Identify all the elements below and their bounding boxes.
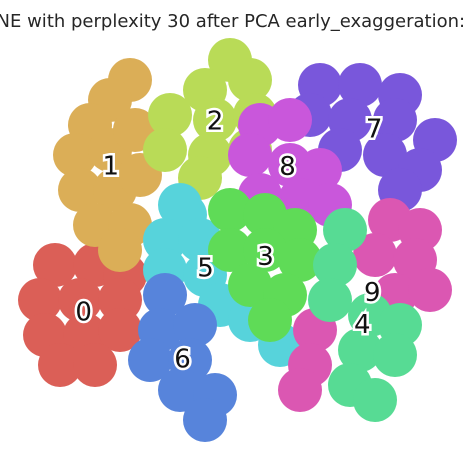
cluster-label: 6 [174, 344, 191, 374]
cluster [208, 188, 322, 342]
point [228, 263, 272, 307]
point [53, 133, 97, 177]
point [308, 278, 352, 322]
point [58, 168, 102, 212]
point [158, 183, 202, 227]
point [323, 208, 367, 252]
point [58, 278, 102, 322]
point [128, 338, 172, 382]
point [278, 238, 322, 282]
chart-title: tSNE with perplexity 30 after PCA early_… [0, 11, 466, 32]
point [363, 133, 407, 177]
point [173, 303, 217, 347]
cluster-label: 1 [103, 151, 120, 181]
point [183, 398, 227, 442]
cluster-label: 2 [207, 106, 224, 136]
cluster [18, 243, 147, 387]
cluster-label: 4 [354, 310, 371, 340]
cluster [53, 58, 162, 272]
cluster [308, 208, 422, 422]
point [193, 98, 237, 142]
point [373, 333, 417, 377]
point [353, 378, 397, 422]
point [228, 133, 272, 177]
point [208, 228, 252, 272]
point [338, 328, 382, 372]
point [18, 278, 62, 322]
point [208, 188, 252, 232]
cluster-label: 9 [364, 278, 381, 308]
point [243, 228, 287, 272]
cluster-label: 8 [279, 152, 296, 182]
point [98, 308, 142, 352]
point [408, 268, 452, 312]
cluster-label: 3 [257, 242, 274, 272]
point [143, 128, 187, 172]
point [73, 343, 117, 387]
point [158, 368, 202, 412]
cluster-label: 7 [366, 115, 383, 145]
cluster-label: 5 [197, 253, 214, 283]
point [143, 273, 187, 317]
point [278, 368, 322, 412]
point [248, 298, 292, 342]
point [373, 98, 417, 142]
point [338, 63, 382, 107]
point [353, 233, 397, 277]
point [33, 243, 77, 287]
point [228, 58, 272, 102]
cluster-label: 0 [75, 297, 92, 327]
point [313, 243, 357, 287]
point [38, 343, 82, 387]
point [268, 98, 312, 142]
cluster [278, 198, 452, 412]
point [98, 228, 142, 272]
point [148, 93, 192, 137]
cluster [128, 273, 237, 442]
